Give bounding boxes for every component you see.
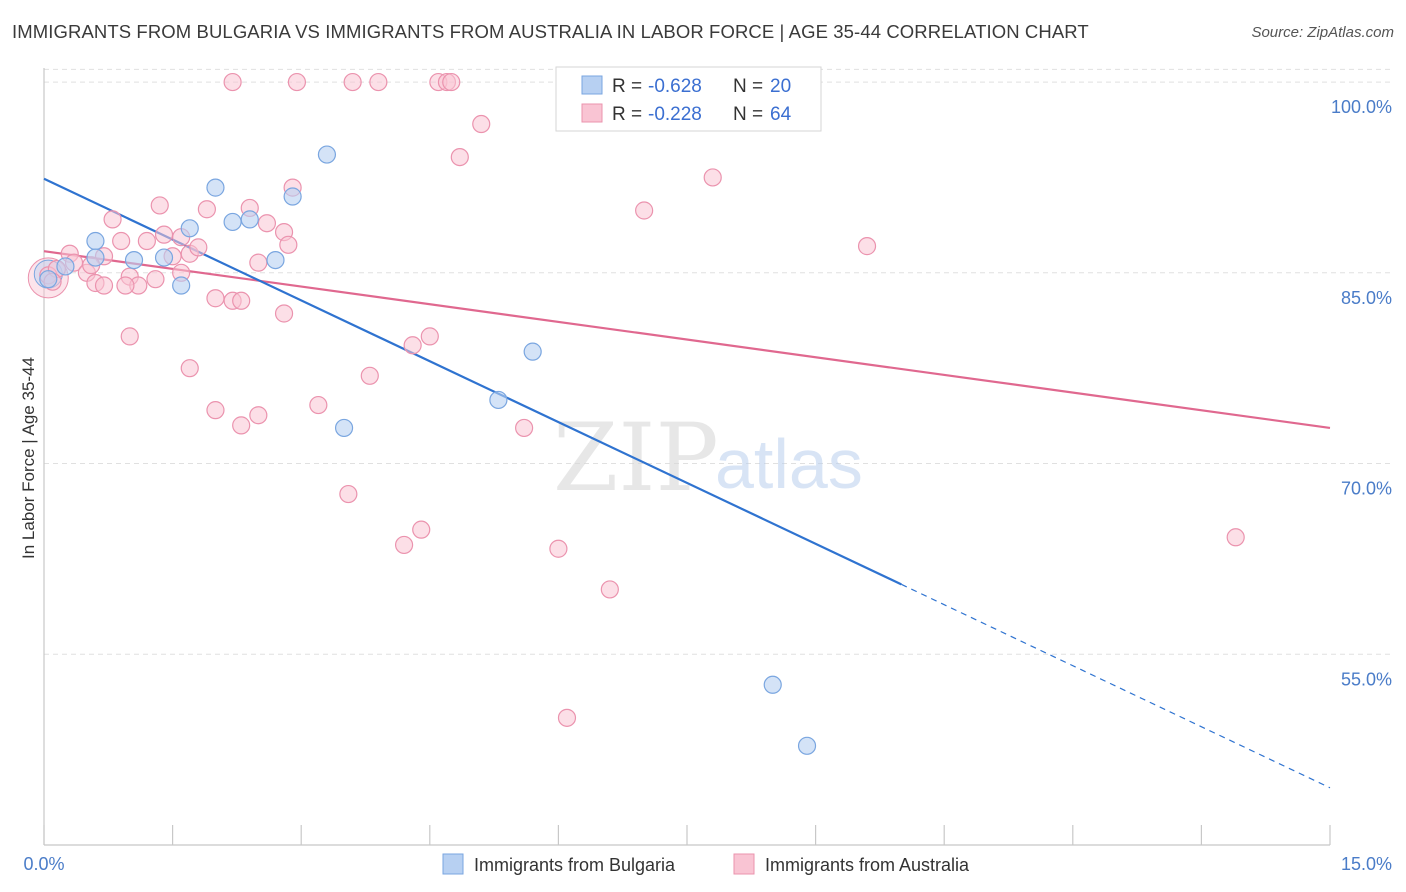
tick-labels: 55.0% 70.0% 85.0% 100.0% 0.0% 15.0%: [23, 97, 1392, 874]
point-bulgaria: [223, 212, 242, 232]
x-tick-label: 0.0%: [23, 854, 64, 874]
point-australia: [515, 418, 534, 438]
point-bulgaria: [206, 178, 225, 197]
point-bulgaria: [317, 145, 337, 164]
watermark-atlas: atlas: [715, 425, 863, 503]
y-tick-label: 85.0%: [1341, 288, 1392, 308]
legend-n-label-australia: N =: [733, 104, 763, 125]
point-australia: [180, 359, 199, 378]
point-australia: [635, 201, 654, 220]
point-australia: [206, 401, 225, 420]
point-bulgaria: [180, 219, 199, 238]
y-tick-label: 70.0%: [1341, 479, 1392, 499]
point-bulgaria: [334, 418, 354, 438]
point-bulgaria: [763, 675, 782, 694]
point-australia: [249, 253, 268, 272]
point-australia: [154, 225, 174, 244]
series-legend-label-australia: Immigrants from Australia: [765, 855, 970, 875]
point-australia: [420, 327, 439, 346]
axes: [43, 68, 1331, 846]
point-bulgaria: [39, 270, 58, 289]
point-bulgaria: [86, 248, 105, 267]
point-australia: [223, 72, 242, 92]
point-bulgaria: [266, 250, 285, 270]
point-australia: [112, 231, 131, 251]
point-bulgaria: [56, 257, 75, 276]
point-australia: [116, 276, 135, 295]
point-australia: [232, 291, 251, 310]
trendlines: [43, 177, 1331, 789]
point-australia: [103, 210, 122, 229]
point-australia: [206, 289, 225, 308]
point-bulgaria: [797, 736, 817, 755]
series-legend: Immigrants from Bulgaria Immigrants from…: [442, 853, 970, 875]
point-australia: [120, 327, 139, 346]
series-legend-swatch-bulgaria: [442, 853, 464, 875]
point-australia: [369, 72, 388, 92]
point-australia: [150, 196, 169, 215]
point-australia: [403, 336, 422, 355]
point-australia: [600, 580, 619, 599]
legend-swatch-bulgaria: [581, 75, 603, 95]
point-bulgaria: [86, 231, 105, 251]
point-australia: [394, 535, 414, 555]
point-bulgaria: [172, 276, 191, 295]
watermark: ZIP atlas: [553, 404, 863, 513]
point-australia: [94, 276, 114, 295]
legend-r-label-australia: R =: [612, 104, 642, 125]
legend-swatch-australia: [581, 103, 603, 123]
point-australia: [472, 114, 491, 134]
legend-r-value-australia: -0.228: [648, 104, 702, 125]
trendline-australia: [43, 250, 1331, 430]
trendline-bulgaria-extension: [901, 583, 1331, 789]
point-australia: [197, 200, 216, 219]
y-tick-label: 100.0%: [1331, 97, 1392, 117]
point-australia: [274, 304, 294, 323]
point-bulgaria: [489, 390, 508, 410]
correlation-legend: R = -0.628 N = 20 R = -0.228 N = 64: [555, 66, 822, 132]
chart-source: Source: ZipAtlas.com: [1251, 24, 1394, 41]
data-points: [27, 70, 1245, 755]
point-australia: [257, 214, 277, 233]
legend-r-label-bulgaria: R =: [612, 76, 642, 97]
point-australia: [232, 416, 251, 435]
point-australia: [279, 235, 298, 254]
point-australia: [442, 72, 461, 92]
point-australia: [137, 231, 156, 251]
point-bulgaria: [523, 342, 542, 361]
x-tick-label: 15.0%: [1341, 854, 1392, 874]
legend-r-value-bulgaria: -0.628: [648, 76, 702, 97]
point-bulgaria: [124, 250, 144, 270]
point-bulgaria: [154, 248, 174, 267]
point-australia: [339, 484, 358, 504]
point-australia: [249, 406, 268, 425]
point-australia: [857, 237, 877, 256]
point-australia: [450, 147, 469, 167]
series-legend-label-bulgaria: Immigrants from Bulgaria: [474, 855, 676, 875]
point-bulgaria: [283, 187, 302, 206]
point-australia: [189, 238, 208, 257]
series-legend-swatch-australia: [733, 853, 755, 875]
point-australia: [287, 72, 307, 92]
point-bulgaria: [240, 210, 259, 229]
point-australia: [549, 539, 568, 558]
y-tick-label: 55.0%: [1341, 669, 1392, 689]
legend-n-value-bulgaria: 20: [770, 76, 791, 97]
point-australia: [557, 708, 577, 727]
legend-n-label-bulgaria: N =: [733, 76, 763, 97]
point-australia: [343, 72, 362, 92]
point-australia: [360, 366, 379, 385]
point-australia: [309, 395, 328, 415]
chart-title: IMMIGRANTS FROM BULGARIA VS IMMIGRANTS F…: [12, 21, 1089, 42]
legend-n-value-australia: 64: [770, 104, 792, 125]
point-australia: [412, 520, 431, 539]
y-axis-title: In Labor Force | Age 35-44: [19, 357, 38, 559]
gridlines: [44, 68, 1392, 655]
point-australia: [146, 270, 165, 289]
point-australia: [1226, 528, 1245, 547]
point-australia: [703, 168, 722, 187]
